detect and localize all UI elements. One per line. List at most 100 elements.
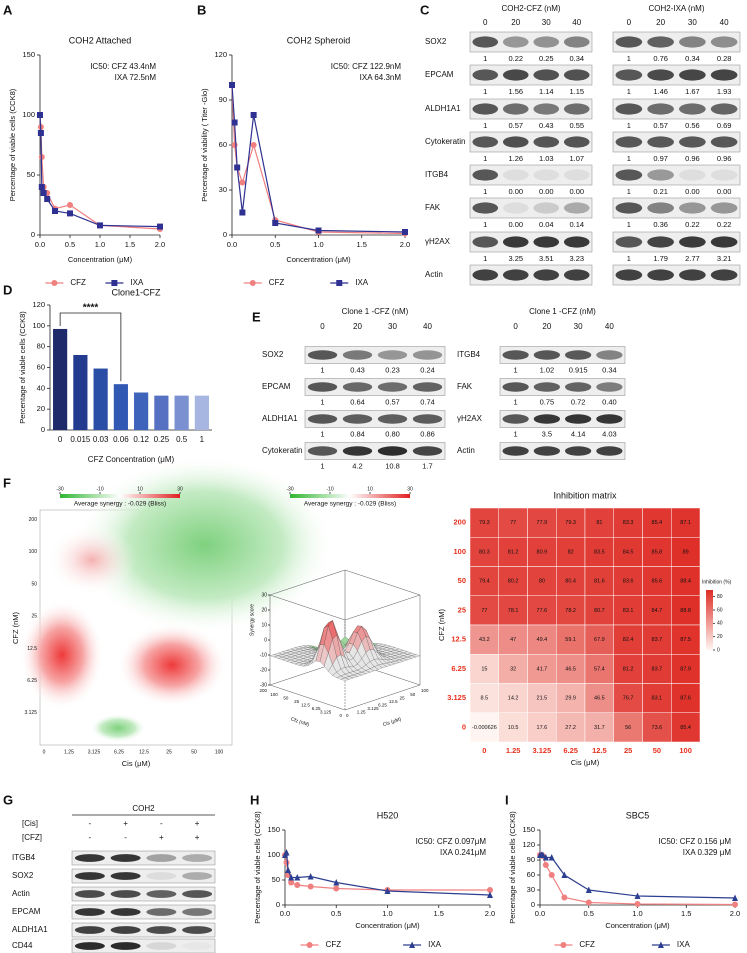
heatmap-cell — [527, 683, 557, 713]
band-quantification: 0.43 — [350, 365, 365, 374]
synergy-region — [117, 623, 227, 707]
x-axis-label: Concentration (μM) — [605, 921, 670, 930]
heatmap-cell — [671, 712, 701, 743]
condition-label: [Cis] — [22, 819, 38, 828]
cell-label: 80.4 — [565, 579, 576, 585]
blot-strip — [612, 197, 741, 219]
blot-strip — [469, 131, 593, 153]
band-quantification: 1 — [483, 254, 487, 263]
blot-band — [502, 36, 529, 48]
condition-sign: + — [195, 819, 200, 828]
data-point — [542, 862, 549, 868]
row-label: Actin — [457, 446, 475, 455]
band-quantification: 0.56 — [685, 121, 700, 130]
data-point — [402, 229, 408, 235]
row-label: ALDH1A1 — [12, 925, 48, 934]
blot-strip — [612, 98, 741, 120]
annotation: IXA 72.5nM — [115, 73, 157, 82]
blot-band — [472, 136, 499, 148]
data-point — [97, 222, 103, 229]
x-tick-label: 100 — [215, 749, 224, 755]
band-quantification: 0.64 — [350, 397, 365, 406]
data-point — [288, 879, 295, 886]
synergy-region — [47, 525, 137, 595]
cell-label: 77.6 — [537, 608, 548, 614]
blot-band — [342, 446, 373, 456]
band-quantification: 0.22 — [508, 54, 523, 63]
blot-band — [502, 169, 529, 181]
cell-label: 76.7 — [623, 696, 634, 702]
data-point — [234, 164, 241, 171]
band-quantification: 1 — [627, 187, 631, 196]
y-tick-label: 120 — [522, 840, 535, 849]
data-point — [542, 854, 549, 861]
lane-label: 0 — [483, 18, 488, 27]
data-point — [307, 883, 314, 890]
heatmap-cell — [671, 624, 701, 655]
y-axis-label: Percentage of viable cells (CCK8) — [253, 811, 262, 924]
lane-label: 30 — [388, 322, 397, 331]
heatmap-cell — [613, 537, 643, 567]
data-point — [634, 901, 641, 907]
x-tick-label: 0.25 — [154, 435, 170, 444]
blot-band — [342, 414, 373, 424]
annotation: IXA 64.3nM — [360, 73, 402, 82]
blot-band — [502, 103, 529, 115]
cell-label: 81.2 — [623, 666, 634, 672]
blot-band — [110, 890, 141, 898]
heatmap-cell — [498, 566, 528, 596]
data-point — [37, 130, 44, 136]
blot-band — [74, 890, 105, 898]
x-tick-label: 1.5 — [125, 240, 135, 249]
x-tick-label: 6.25 — [114, 749, 124, 755]
blot-strip — [612, 164, 741, 186]
heatmap-cell — [469, 537, 499, 567]
blot-band — [596, 350, 623, 360]
band-quantification: 0.21 — [653, 187, 668, 196]
blot-band — [74, 872, 105, 880]
y-tick-label: 200 — [29, 517, 38, 523]
row-label: SOX2 — [262, 350, 284, 359]
chart-title: COH2 Attached — [69, 35, 132, 45]
y-tick-label: 120 — [32, 300, 45, 309]
cell-label: 82.4 — [623, 637, 634, 643]
blot-band — [710, 169, 738, 181]
band-quantification: 0.00 — [508, 187, 523, 196]
band-quantification: 1 — [627, 220, 631, 229]
data-point — [283, 849, 290, 856]
blot-title: Clone 1 -CFZ (nM) — [529, 307, 596, 316]
data-point — [333, 885, 340, 892]
z-tick-label: -10 — [260, 652, 267, 658]
x-tick-label: 0.12 — [133, 435, 149, 444]
x-tick-label: 1 — [200, 435, 205, 444]
heatmap-cell — [671, 683, 701, 713]
y-tick-label: 150 — [267, 825, 280, 834]
blot-band — [110, 854, 141, 862]
data-point — [285, 866, 292, 873]
synergy-region — [20, 600, 104, 710]
heatmap-cell — [469, 712, 499, 743]
blot-band — [533, 350, 560, 360]
bar — [194, 395, 209, 430]
bar — [53, 328, 68, 430]
blot-band — [647, 236, 674, 248]
blot-band — [533, 382, 560, 392]
y-axis-label: Cfz (nM) — [290, 716, 310, 728]
blot-band — [596, 414, 623, 424]
band-quantification: 0.34 — [685, 54, 700, 63]
x-tick-label: 50 — [653, 746, 661, 755]
band-quantification: 0.57 — [385, 397, 400, 406]
blot-band — [182, 854, 213, 862]
cell-label: 83.5 — [594, 549, 605, 555]
cell-label: 67.9 — [594, 637, 605, 643]
band-quantification: 1.02 — [540, 365, 555, 374]
series-line — [284, 854, 490, 891]
blot-strip — [71, 850, 216, 866]
data-point — [40, 190, 47, 196]
blot-band — [647, 202, 674, 214]
y-tick-label: 50 — [458, 576, 466, 585]
band-quantification: 0.00 — [717, 187, 732, 196]
surface-facet — [340, 677, 350, 681]
band-quantification: 0.25 — [539, 54, 554, 63]
blot-strip — [469, 197, 593, 219]
